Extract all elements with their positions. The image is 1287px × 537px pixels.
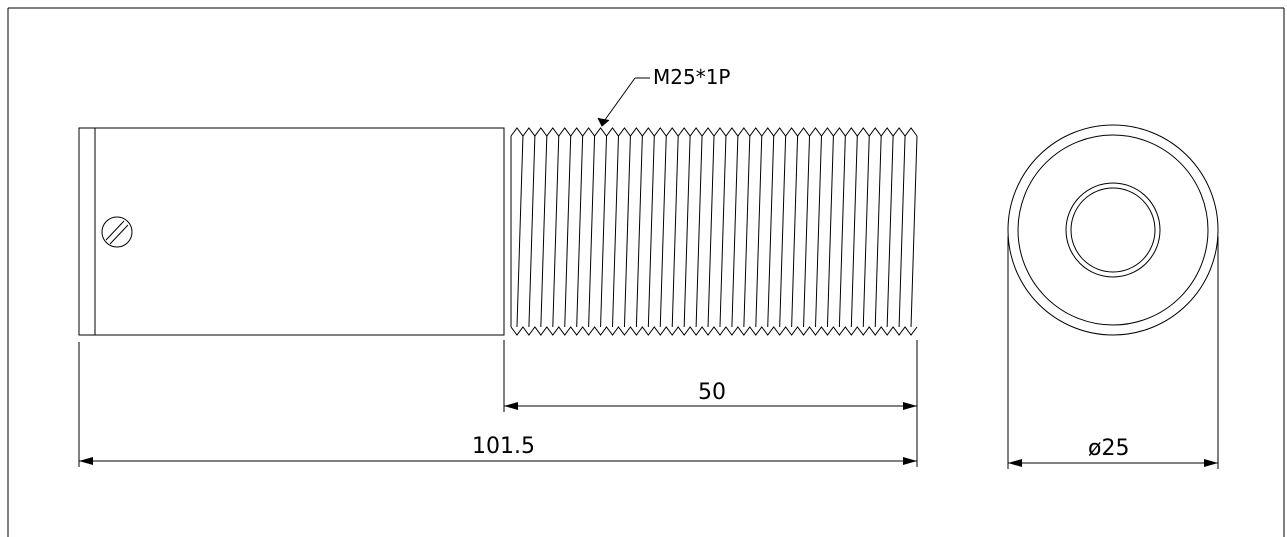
dimension-thread-length: 50 <box>503 340 918 467</box>
side-view: M25*1P 50 101.5 <box>78 65 918 467</box>
thread-line <box>695 135 703 328</box>
thread-top-profile <box>510 127 918 137</box>
thread-length-value: 50 <box>698 380 726 405</box>
thread-line <box>683 135 691 328</box>
threaded-section <box>503 127 918 336</box>
end-view: ø25 <box>1007 124 1219 469</box>
thread-line <box>647 135 655 328</box>
bore-outer-circle <box>1065 182 1161 278</box>
thread-line <box>850 135 858 328</box>
overall-length-value: 101.5 <box>472 434 535 459</box>
thread-line <box>815 135 822 328</box>
thread-line <box>874 135 882 328</box>
thread-line <box>886 135 894 328</box>
thread-line <box>803 135 811 328</box>
thread-line <box>719 135 727 328</box>
thread-line <box>707 135 715 328</box>
thread-line <box>743 135 751 328</box>
body-plain-section <box>78 127 505 336</box>
thread-line <box>516 135 524 328</box>
thread-line <box>791 135 799 328</box>
thread-line <box>755 135 763 328</box>
thread-line <box>767 135 775 328</box>
diameter-value: ø25 <box>1088 436 1129 461</box>
dimension-overall-length: 101.5 <box>78 342 917 467</box>
thread-line <box>862 135 870 328</box>
thread-line <box>612 135 619 328</box>
thread-line <box>838 135 846 328</box>
thread-line <box>540 135 548 328</box>
thread-line <box>623 135 631 328</box>
bore-inner-circle <box>1070 187 1156 273</box>
thread-line <box>826 135 834 328</box>
thread-bottom-profile <box>510 326 918 336</box>
thread-spec-label: M25*1P <box>653 65 731 89</box>
thread-line <box>910 135 918 328</box>
outer-circle <box>1007 124 1219 336</box>
slotted-screw-icon <box>101 216 133 248</box>
thread-line <box>671 135 679 328</box>
thread-line <box>564 135 572 328</box>
thread-line <box>600 135 608 328</box>
thread-line <box>898 135 906 328</box>
thread-line <box>659 135 667 328</box>
thread-line <box>576 135 584 328</box>
thread-callout: M25*1P <box>597 65 731 127</box>
thread-line <box>552 135 560 328</box>
thread-line <box>779 135 787 328</box>
thread-line <box>588 135 596 328</box>
dimension-diameter: ø25 <box>1007 236 1219 469</box>
drawing-frame <box>7 7 1285 537</box>
thread-line <box>635 135 643 328</box>
thread-line <box>731 135 739 328</box>
thread-line <box>528 135 536 328</box>
second-circle <box>1017 134 1209 326</box>
